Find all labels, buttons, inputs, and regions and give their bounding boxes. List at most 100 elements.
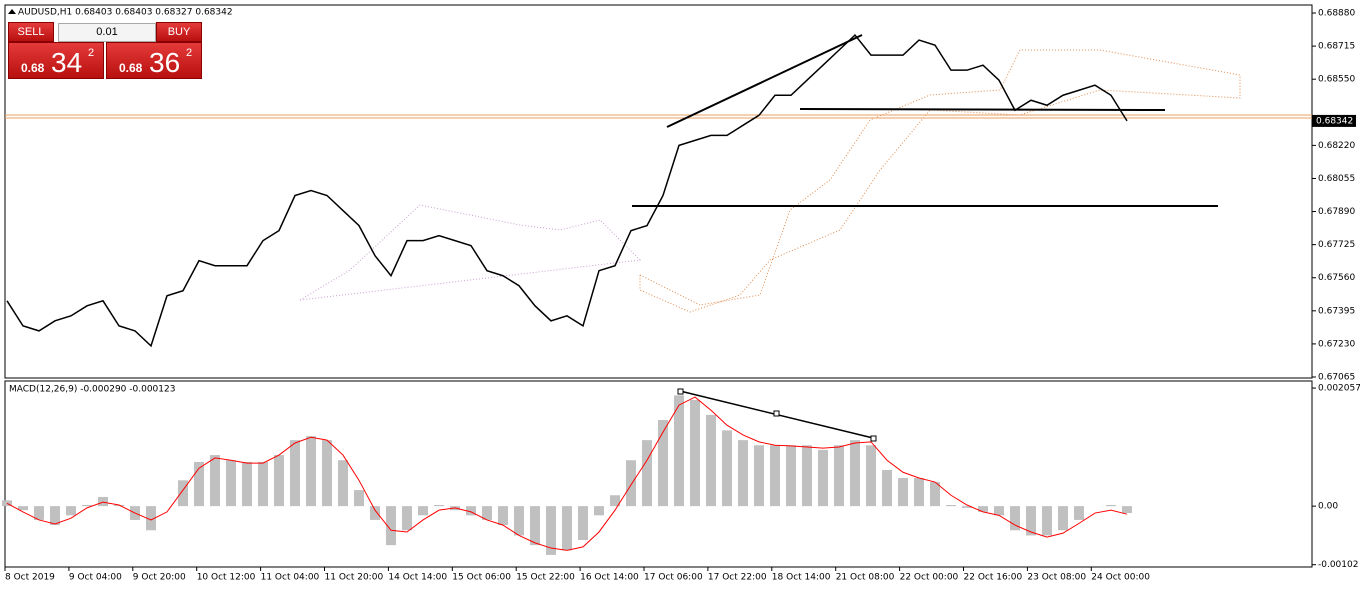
macd-bar — [66, 506, 76, 516]
ichimoku-cloud — [299, 204, 642, 301]
macd-bar — [802, 445, 812, 507]
macd-bar — [434, 505, 444, 507]
x-tick-label: 21 Oct 08:00 — [836, 573, 895, 583]
x-tick-label: 8 Oct 2019 — [5, 573, 55, 583]
macd-bar — [882, 469, 892, 507]
macd-bar — [594, 506, 604, 516]
macd-bar — [482, 506, 492, 520]
macd-bar — [866, 445, 876, 507]
macd-bar — [1058, 506, 1068, 531]
macd-bar — [578, 506, 588, 541]
y-tick-label: 0.68220 — [1318, 141, 1355, 151]
x-tick-label: 14 Oct 14:00 — [388, 573, 447, 583]
macd-frame — [4, 380, 1313, 568]
chart-title: AUDUSD,H1 0.68403 0.68403 0.68327 0.6834… — [18, 8, 233, 18]
macd-bar — [706, 414, 716, 507]
y-tick-label: 0.00 — [1318, 502, 1338, 512]
trend-handle — [870, 435, 877, 442]
collapse-icon — [8, 9, 16, 14]
macd-bar — [194, 461, 204, 507]
macd-bar — [562, 506, 572, 551]
macd-bar — [322, 440, 332, 507]
macd-bar — [914, 478, 924, 507]
macd-bar — [546, 506, 556, 555]
buy-button[interactable]: BUY — [156, 22, 202, 42]
macd-bar — [402, 506, 412, 531]
trend-line — [666, 34, 863, 128]
macd-bar — [498, 506, 508, 526]
macd-bar — [642, 440, 652, 507]
x-tick-label: 18 Oct 14:00 — [772, 573, 831, 583]
macd-bar — [114, 505, 124, 507]
macd-bar — [738, 440, 748, 507]
price-pips: 36 — [149, 47, 181, 78]
sell-button[interactable]: SELL — [8, 22, 54, 42]
trend-handle — [773, 410, 780, 417]
trade-panel: SELL 0.01 BUY 0.68 34 2 0.68 36 2 — [8, 22, 202, 79]
macd-bar — [690, 399, 700, 507]
price-pips: 34 — [51, 47, 83, 78]
y-tick-label: 0.68055 — [1318, 174, 1355, 184]
macd-bar — [994, 506, 1004, 516]
macd-bar — [210, 455, 220, 507]
price-prefix: 0.68 — [119, 61, 143, 75]
macd-bar — [354, 490, 364, 507]
horizontal-line — [799, 108, 1166, 111]
y-tick-label: 0.67230 — [1318, 339, 1355, 349]
macd-bar — [1122, 506, 1132, 514]
macd-bar — [754, 445, 764, 507]
macd-bar — [98, 496, 108, 507]
macd-bar — [898, 478, 908, 507]
macd-bar — [818, 449, 828, 507]
y-tick-label: 0.68880 — [1318, 9, 1355, 19]
main-frame — [4, 4, 1313, 379]
x-tick-label: 11 Oct 20:00 — [325, 573, 384, 583]
buy-price[interactable]: 0.68 36 2 — [106, 42, 202, 79]
y-tick-label: 0.002057 — [1318, 384, 1360, 394]
macd-bar — [1106, 505, 1116, 507]
x-tick-label: 15 Oct 22:00 — [516, 573, 575, 583]
macd-bar — [50, 506, 60, 526]
macd-bar — [418, 506, 428, 516]
lot-input[interactable]: 0.01 — [58, 23, 156, 42]
x-tick-label: 11 Oct 04:00 — [261, 573, 320, 583]
macd-bar — [242, 461, 252, 507]
y-tick-label: 0.67560 — [1318, 273, 1355, 283]
macd-bar — [1042, 506, 1052, 536]
x-tick-label: 17 Oct 06:00 — [644, 573, 703, 583]
y-tick-label: 0.67395 — [1318, 306, 1355, 316]
macd-bar — [626, 460, 636, 507]
macd-bar — [1010, 506, 1020, 531]
macd-bar — [1026, 506, 1036, 536]
macd-bar — [786, 445, 796, 507]
x-tick-label: 16 Oct 14:00 — [580, 573, 639, 583]
macd-bar — [466, 506, 476, 516]
last-price-label: 0.68342 — [1316, 116, 1353, 126]
macd-bar — [386, 506, 396, 546]
sell-price[interactable]: 0.68 34 2 — [8, 42, 104, 79]
macd-bar — [850, 440, 860, 507]
x-tick-label: 15 Oct 06:00 — [452, 573, 511, 583]
macd-bar — [770, 445, 780, 507]
y-tick-label: 0.67065 — [1318, 372, 1355, 382]
macd-bar — [290, 440, 300, 507]
macd-bar — [514, 506, 524, 536]
price-fraction: 2 — [186, 47, 193, 59]
x-tick-label: 10 Oct 12:00 — [197, 573, 256, 583]
macd-bar — [34, 506, 44, 520]
last-price-box — [1312, 114, 1356, 127]
macd-bar — [226, 460, 236, 507]
x-tick-label: 22 Oct 16:00 — [964, 573, 1023, 583]
macd-bar — [370, 506, 380, 520]
macd-bar — [930, 482, 940, 507]
macd-bar — [1074, 506, 1084, 520]
macd-bar — [610, 495, 620, 507]
macd-bar — [274, 455, 284, 507]
price-prefix: 0.68 — [21, 61, 45, 75]
macd-bar — [18, 506, 28, 511]
ichimoku-cloud — [639, 49, 1241, 313]
x-tick-label: 22 Oct 00:00 — [900, 573, 959, 583]
x-tick-label: 17 Oct 22:00 — [708, 573, 767, 583]
